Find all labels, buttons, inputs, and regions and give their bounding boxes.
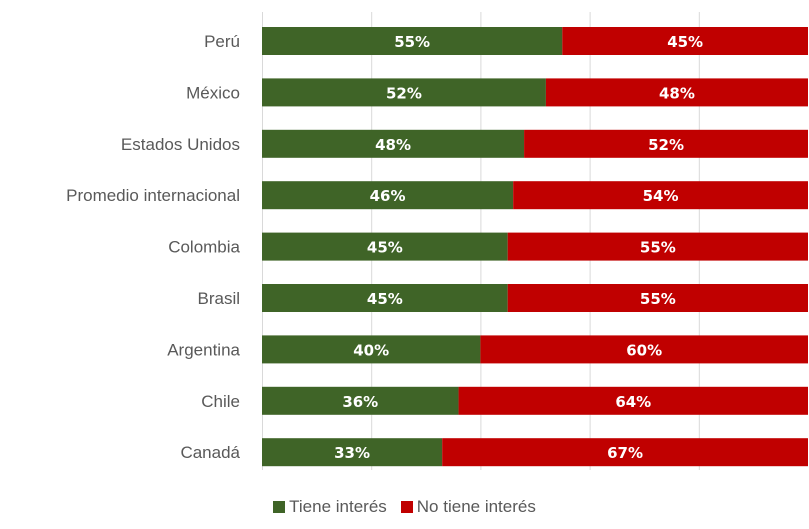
bar-value-labels: 55% 45% 52% 48% 48% 52% 46% 54% 45% 55% 45% 55% 40% 6… [334, 33, 703, 462]
bar-value-label: 54% [643, 187, 679, 205]
bar-value-label: 60% [626, 341, 662, 359]
category-label: Chile [201, 392, 240, 411]
bar-value-label: 45% [367, 239, 403, 257]
bar-value-label: 33% [334, 444, 370, 462]
bar-no-tiene-interes [507, 232, 808, 261]
bar-value-label: 64% [615, 393, 651, 411]
bar-no-tiene-interes [458, 386, 808, 415]
bar-value-label: 48% [659, 84, 695, 102]
bar-tiene-interes [262, 78, 546, 107]
bar-no-tiene-interes [513, 181, 808, 210]
legend: Tiene interés No tiene interés [0, 497, 809, 517]
bar-tiene-interes [262, 129, 525, 158]
bar-no-tiene-interes [524, 129, 808, 158]
bar-no-tiene-interes [480, 335, 808, 364]
legend-swatch-no-tiene-interes [400, 501, 413, 513]
bar-value-label: 55% [640, 239, 676, 257]
bar-tiene-interes [262, 181, 514, 210]
bar-tiene-interes [262, 335, 481, 364]
bar-value-label: 40% [353, 341, 389, 359]
bar-tiene-interes [262, 27, 563, 55]
bar-value-label: 52% [386, 84, 422, 102]
bar-value-label: 45% [667, 33, 703, 51]
bar-value-label: 45% [367, 290, 403, 308]
bar-value-label: 52% [648, 136, 684, 154]
bar-tiene-interes [262, 232, 508, 261]
legend-label-tiene-interes: Tiene interés [289, 497, 387, 516]
bar-value-label: 46% [370, 187, 406, 205]
bars [262, 27, 808, 467]
bar-no-tiene-interes [507, 284, 808, 312]
category-label: Brasil [197, 289, 240, 308]
bar-value-label: 67% [607, 444, 643, 462]
category-label: Perú [204, 32, 240, 51]
bar-no-tiene-interes [545, 78, 808, 107]
category-label: Estados Unidos [121, 135, 240, 154]
bar-no-tiene-interes [562, 27, 808, 55]
legend-item-tiene-interes: Tiene interés [273, 497, 387, 517]
bar-value-label: 48% [375, 136, 411, 154]
category-label: Colombia [168, 238, 240, 257]
bar-value-label: 36% [342, 393, 378, 411]
legend-item-no-tiene-interes: No tiene interés [400, 497, 536, 517]
category-label: Canadá [180, 443, 240, 462]
legend-label-no-tiene-interes: No tiene interés [416, 497, 536, 516]
bar-tiene-interes [262, 284, 508, 312]
category-label: Promedio internacional [66, 186, 240, 205]
bar-no-tiene-interes [442, 438, 808, 467]
bar-value-label: 55% [640, 290, 676, 308]
category-label: México [186, 83, 240, 102]
bar-value-label: 55% [394, 33, 430, 51]
category-label: Argentina [167, 340, 240, 359]
legend-swatch-tiene-interes [273, 501, 286, 513]
category-labels: Perú México Estados Unidos Promedio interna… [66, 32, 240, 462]
bar-tiene-interes [262, 438, 443, 467]
bar-tiene-interes [262, 386, 459, 415]
